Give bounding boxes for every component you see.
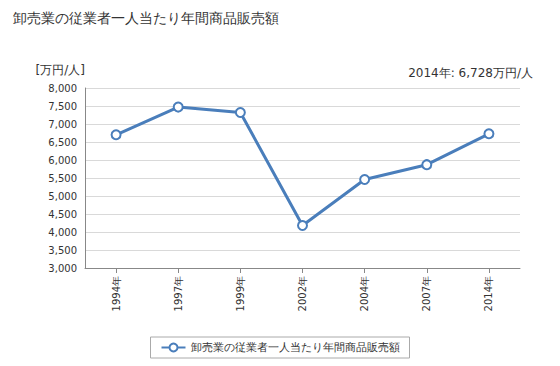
svg-text:5,500: 5,500 xyxy=(48,173,77,184)
svg-text:2002年: 2002年 xyxy=(297,276,308,311)
svg-text:1994年: 1994年 xyxy=(111,276,122,311)
svg-text:3,500: 3,500 xyxy=(48,245,77,256)
svg-text:2014年: 6,728万円/人: 2014年: 6,728万円/人 xyxy=(408,66,533,80)
svg-text:6,500: 6,500 xyxy=(48,137,77,148)
svg-text:1997年: 1997年 xyxy=(173,276,184,311)
svg-text:2014年: 2014年 xyxy=(483,276,494,311)
svg-text:2007年: 2007年 xyxy=(421,276,432,311)
svg-text:[万円/人]: [万円/人] xyxy=(36,63,85,77)
svg-text:8,000: 8,000 xyxy=(48,83,77,94)
svg-text:5,000: 5,000 xyxy=(48,191,77,202)
svg-text:4,500: 4,500 xyxy=(48,209,77,220)
svg-text:3,000: 3,000 xyxy=(48,263,77,274)
svg-text:1999年: 1999年 xyxy=(235,276,246,311)
svg-text:7,500: 7,500 xyxy=(48,101,77,112)
svg-text:卸売業の従業者一人当たり年間商品販売額: 卸売業の従業者一人当たり年間商品販売額 xyxy=(191,341,400,354)
svg-text:7,000: 7,000 xyxy=(48,119,77,130)
svg-text:6,000: 6,000 xyxy=(48,155,77,166)
svg-text:4,000: 4,000 xyxy=(48,227,77,238)
svg-text:2004年: 2004年 xyxy=(359,276,370,311)
svg-text:卸売業の従業者一人当たり年間商品販売額: 卸売業の従業者一人当たり年間商品販売額 xyxy=(13,10,279,26)
